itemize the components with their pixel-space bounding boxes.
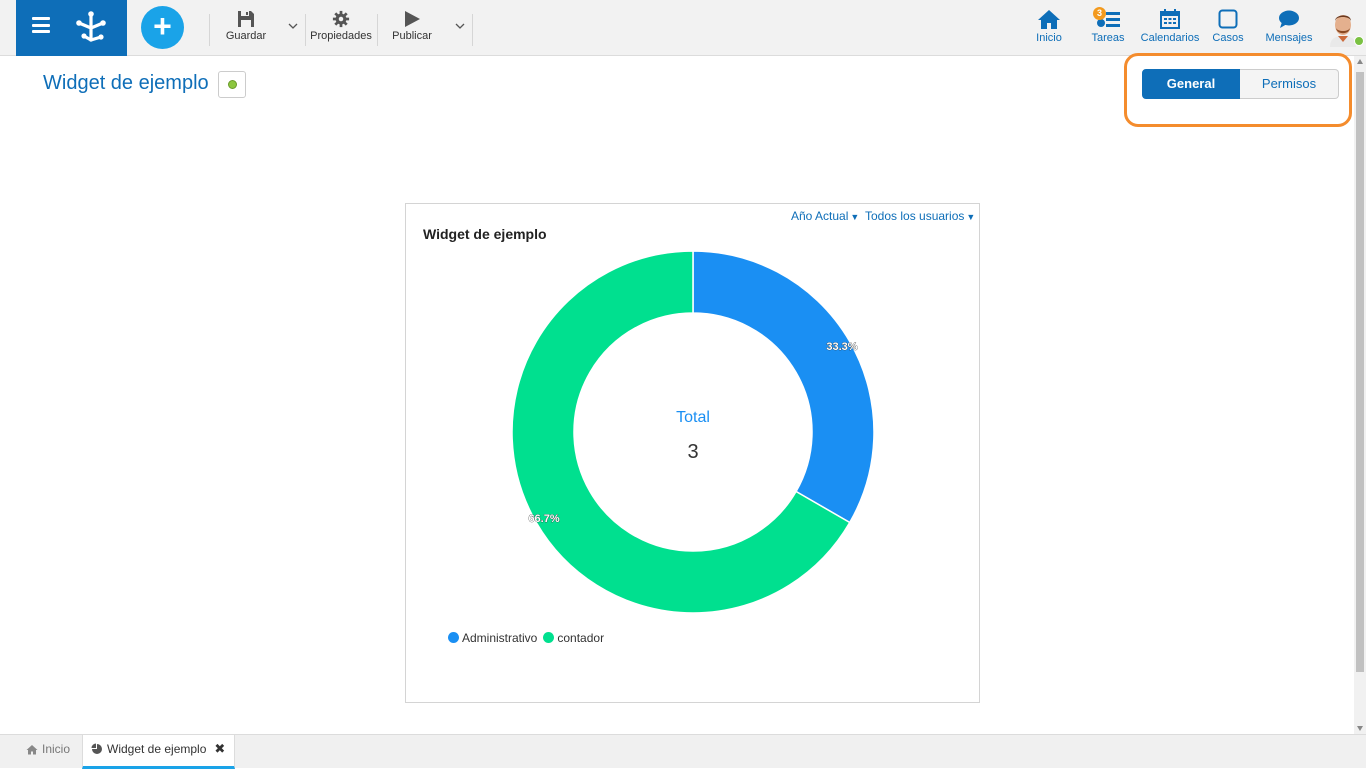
users-filter-label: Todos los usuarios — [865, 209, 965, 223]
donut-percent-label: 33.3% — [826, 341, 857, 353]
nav-messages-label: Mensajes — [1265, 32, 1313, 44]
donut-chart: 33.3% 66.7% Total 3 — [511, 250, 875, 614]
close-icon[interactable]: ✖ — [214, 741, 226, 756]
donut-slice-administrativo[interactable] — [692, 250, 875, 524]
play-icon — [405, 11, 420, 27]
publish-button[interactable]: Publicar — [389, 10, 435, 42]
case-square-icon — [1218, 9, 1238, 29]
properties-label: Propiedades — [310, 30, 372, 42]
gear-icon — [332, 10, 350, 28]
period-filter-label: Año Actual — [791, 209, 849, 223]
nav-cases-label: Casos — [1212, 32, 1244, 44]
chart-widget: Año Actual ▼ Todos los usuarios ▼ Widget d… — [405, 203, 980, 703]
save-label: Guardar — [225, 30, 267, 42]
save-dropdown-chevron-icon[interactable] — [287, 20, 299, 32]
bottom-tab-home[interactable]: Inicio — [18, 735, 82, 769]
tasks-count-badge: 3 — [1093, 7, 1106, 20]
pie-chart-icon — [91, 743, 102, 754]
publish-label: Publicar — [392, 30, 432, 42]
home-icon — [1038, 10, 1060, 29]
calendar-icon — [1160, 9, 1180, 29]
bottom-tab-widget[interactable]: Widget de ejemplo ✖ — [82, 735, 235, 769]
tasks-icon — [1097, 12, 1120, 27]
donut-slice-contador[interactable] — [511, 250, 851, 614]
menu-icon[interactable] — [32, 17, 50, 33]
user-avatar[interactable] — [1326, 9, 1360, 47]
toolbar-divider — [209, 14, 210, 46]
nav-messages[interactable]: Mensajes — [1263, 8, 1315, 44]
chevron-down-icon: ▼ — [850, 212, 860, 222]
donut-center-value: 3 — [687, 441, 698, 463]
legend-label: Administrativo — [462, 631, 538, 645]
add-button[interactable]: + — [141, 6, 184, 49]
chat-bubble-icon — [1279, 10, 1299, 28]
legend-dot — [448, 632, 459, 643]
scroll-down-arrow-icon[interactable] — [1357, 726, 1363, 731]
status-indicator-button[interactable] — [218, 71, 246, 98]
donut-center-label: Total — [676, 409, 710, 426]
page-title: Widget de ejemplo — [43, 72, 209, 94]
bottom-tab-widget-label: Widget de ejemplo — [107, 742, 207, 756]
legend-item-contador[interactable]: contador — [543, 631, 604, 645]
nav-cases[interactable]: Casos — [1210, 8, 1246, 44]
widget-title: Widget de ejemplo — [423, 226, 547, 242]
nav-home-label: Inicio — [1036, 32, 1062, 44]
legend-dot — [543, 632, 555, 643]
floppy-disk-icon — [238, 11, 254, 27]
bottom-tab-home-label: Inicio — [42, 742, 71, 756]
top-toolbar: + Guardar Pr — [0, 0, 1366, 56]
tab-permisos[interactable]: Permisos — [1240, 69, 1339, 99]
online-status-dot — [1354, 36, 1364, 46]
toolbar-divider — [305, 14, 306, 46]
save-button[interactable]: Guardar — [224, 10, 268, 42]
nav-calendars[interactable]: Calendarios — [1138, 8, 1202, 44]
bottom-tab-bar: Inicio Widget de ejemplo ✖ — [0, 734, 1366, 769]
users-filter-dropdown[interactable]: Todos los usuarios ▼ — [865, 209, 975, 223]
legend-label: contador — [557, 631, 605, 645]
toolbar-divider — [377, 14, 378, 46]
nav-tasks[interactable]: 3 Tareas — [1089, 7, 1127, 44]
chevron-down-icon: ▼ — [966, 212, 976, 222]
chart-legend: Administrativo contador — [448, 631, 610, 645]
status-dot-icon — [228, 80, 237, 89]
scrollbar-thumb[interactable] — [1356, 72, 1364, 672]
app-logo-icon[interactable] — [74, 10, 108, 44]
properties-button[interactable]: Propiedades — [308, 10, 374, 42]
brand-area — [16, 0, 127, 56]
tab-general[interactable]: General — [1142, 69, 1240, 99]
vertical-scrollbar[interactable] — [1354, 56, 1366, 734]
toolbar-divider — [472, 14, 473, 46]
legend-item-administrativo[interactable]: Administrativo — [448, 631, 537, 645]
scroll-up-arrow-icon[interactable] — [1357, 59, 1363, 64]
tabs-highlight-annotation — [1124, 53, 1352, 127]
nav-tasks-label: Tareas — [1091, 32, 1125, 44]
period-filter-dropdown[interactable]: Año Actual ▼ — [791, 209, 859, 223]
nav-home[interactable]: Inicio — [1032, 8, 1066, 44]
home-icon — [26, 745, 38, 755]
publish-dropdown-chevron-icon[interactable] — [454, 20, 466, 32]
nav-calendars-label: Calendarios — [1140, 32, 1200, 44]
donut-percent-label: 66.7% — [528, 513, 559, 525]
